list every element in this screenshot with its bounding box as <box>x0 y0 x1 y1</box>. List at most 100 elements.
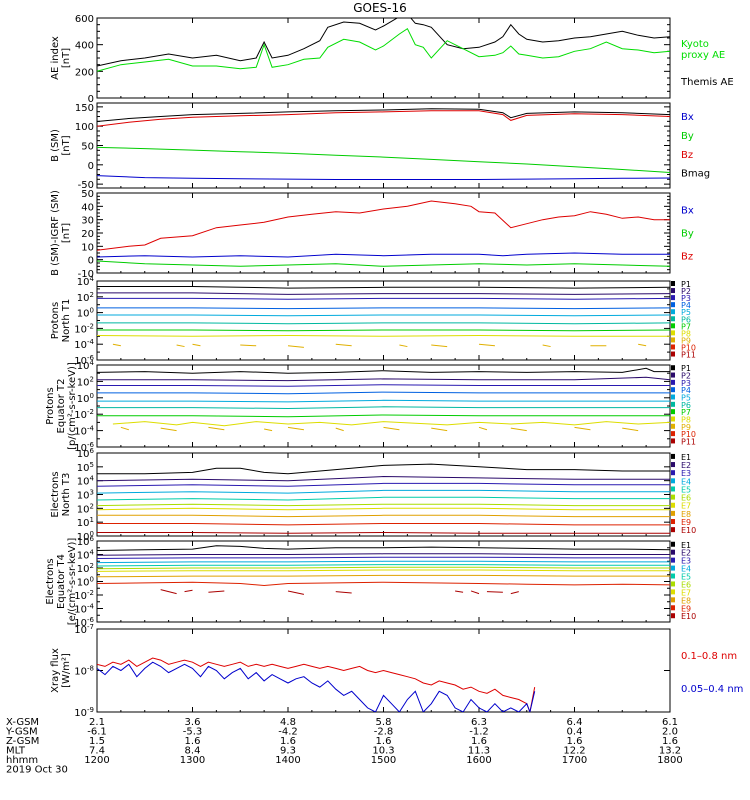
legend-entry: E6 <box>681 580 691 589</box>
xaxis-row-value: 2.0 <box>662 727 678 738</box>
xaxis-row-value: 1.6 <box>280 736 296 747</box>
xaxis-row-label: Y-GSM <box>5 727 38 738</box>
xaxis-row-value: 0.4 <box>567 727 583 738</box>
legend-entry: P1 <box>681 364 691 373</box>
xaxis-row-label: Z-GSM <box>6 736 39 747</box>
xaxis-row-value: 1.6 <box>567 736 583 747</box>
legend-swatch <box>671 438 675 444</box>
series-segment <box>486 591 503 593</box>
series-segment <box>335 343 352 347</box>
y-tick-label: 30 <box>81 216 94 227</box>
panel-data <box>97 463 670 534</box>
y-tick-label: 100 <box>75 122 94 133</box>
legend-entry: Themis AE <box>680 77 734 88</box>
y-tick-label: 104 <box>77 359 95 372</box>
legend-entry: P8 <box>681 329 691 338</box>
xaxis-row-value: 13.2 <box>659 746 681 757</box>
legend-swatch <box>671 302 675 308</box>
series-segment <box>470 590 480 595</box>
panel-data <box>97 286 670 348</box>
series-line-10 <box>97 531 670 534</box>
xaxis-row-value: -4.2 <box>278 727 298 738</box>
xaxis-row-value: 1.6 <box>471 736 487 747</box>
series-line-1 <box>97 286 670 289</box>
panel-2: -50 0 50 100 150 B (SM)[nT] Bx By Bz Bmag <box>50 102 710 191</box>
legend-swatch <box>671 605 675 611</box>
legend-entry: E9 <box>681 518 691 527</box>
series-segment <box>208 426 225 431</box>
panel-frame <box>96 364 671 448</box>
legend-entry: E2 <box>681 549 691 558</box>
series-line-8 <box>97 574 670 578</box>
legend-swatch <box>671 519 675 525</box>
legend-entry: P5 <box>681 394 691 403</box>
series-line-1 <box>97 200 670 251</box>
legend-swatch <box>671 557 675 563</box>
y-axis-label: AE index[nT] <box>50 36 72 80</box>
series-segment <box>638 343 647 347</box>
legend-entry: P3 <box>681 379 691 388</box>
legend-swatch <box>671 372 675 378</box>
panel-7: 10610410210010-210-410-6ElectronsEquator… <box>45 535 696 629</box>
series-segment <box>542 344 551 348</box>
legend-swatch <box>671 337 675 343</box>
y-tick-label: 104 <box>77 275 95 288</box>
xaxis-row-value: 1.6 <box>376 736 392 747</box>
series-line-6 <box>97 503 670 507</box>
y-tick-label: 10-4 <box>74 338 94 351</box>
panel-frame <box>96 540 671 623</box>
legend-swatch <box>671 597 675 603</box>
xaxis-row-label: MLT <box>6 746 26 757</box>
legend-entry: 0.1–0.8 nm <box>681 651 737 662</box>
legend-swatch <box>671 295 675 301</box>
legend-entry: E7 <box>681 502 691 511</box>
legend-swatch <box>671 431 675 437</box>
y-tick-label: 150 <box>75 103 94 114</box>
series-segment <box>510 591 519 595</box>
series-line-6 <box>97 406 670 410</box>
xaxis-row-label: hhmm <box>6 755 38 766</box>
series-line-3 <box>97 384 670 387</box>
y-tick-label: 0 <box>88 94 94 105</box>
series-line-9 <box>97 523 670 526</box>
legend-entry: P8 <box>681 415 691 424</box>
legend-entry: P7 <box>681 408 691 417</box>
legend-entry: P6 <box>681 315 691 324</box>
series-segment <box>335 427 344 432</box>
legend-swatch <box>671 581 675 587</box>
legend-entry: E2 <box>681 461 691 470</box>
xaxis-row-value: 1700 <box>562 755 587 766</box>
xaxis-row-value: 6.4 <box>567 717 583 728</box>
xaxis-row-value: -6.1 <box>87 727 107 738</box>
panel-data <box>97 18 670 72</box>
series-segment <box>335 591 352 594</box>
y-tick-label: 10 <box>81 242 94 253</box>
legend-swatch <box>671 387 675 393</box>
legend-entry: P9 <box>681 423 691 432</box>
legend-entry: P6 <box>681 401 691 410</box>
legend-swatch <box>671 510 675 516</box>
legend-swatch <box>671 502 675 508</box>
series-segment <box>574 426 591 431</box>
time-axis-table: X-GSM 2.1 3.6 4.8 5.8 6.3 6.4 6.1 Y-GSM -6.1 -5.3 -… <box>5 717 683 776</box>
series-segment <box>455 590 464 593</box>
series-line-1 <box>97 367 670 374</box>
legend-swatch <box>671 309 675 315</box>
xaxis-row-value: 6.3 <box>471 717 487 728</box>
legend-entry: E8 <box>681 596 691 605</box>
legend-swatch <box>671 462 675 468</box>
y-tick-label: -10 <box>78 269 94 280</box>
xaxis-row-value: 3.6 <box>185 717 201 728</box>
legend-entry: P11 <box>681 437 696 446</box>
date-label: 2019 Oct 30 <box>6 765 68 776</box>
y-tick-label: 0 <box>88 161 94 172</box>
y-tick-label: 104 <box>77 549 95 562</box>
series-line-1 <box>97 18 670 67</box>
legend-entry: E6 <box>681 494 691 503</box>
legend-swatch <box>671 453 675 459</box>
legend-entry: E4 <box>681 565 691 574</box>
legend-entry: P10 <box>681 430 696 439</box>
series-line-4 <box>97 108 670 122</box>
